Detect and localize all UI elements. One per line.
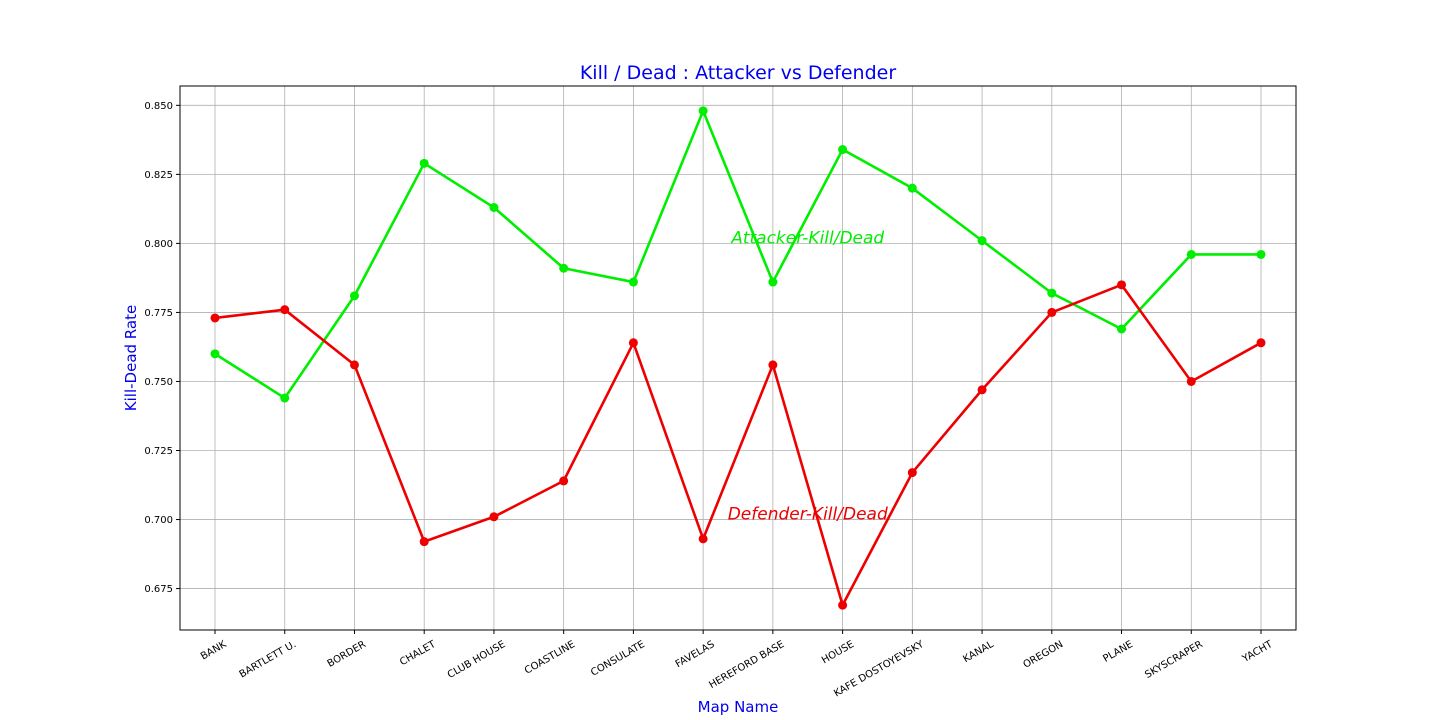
x-tick-label: HEREFORD BASE [707,639,786,691]
series-line [214,109,1261,400]
data-point [698,534,708,544]
data-point [628,338,638,348]
data-point [489,512,499,522]
x-tick-label: CHALET [398,639,438,669]
x-tick-label: HOUSE [820,639,856,666]
y-tick-label: 0.700 [144,515,173,526]
x-tick-label: SKYSCRAPER [1143,639,1205,681]
data-point [489,203,499,213]
x-tick-label: COASTLINE [523,639,577,677]
data-point [210,313,220,323]
data-point [349,360,359,370]
y-tick-label: 0.725 [144,446,173,457]
data-point [559,263,569,273]
data-point [419,537,429,547]
x-axis: BANK BARTLETT U. BORDER CHALET CLUB HOUSE COA… [199,630,1275,699]
x-tick-label: KANAL [961,639,996,665]
x-tick-label: CLUB HOUSE [446,639,508,681]
x-tick-label: FAVELAS [674,639,717,670]
y-tick-label: 0.825 [144,170,173,181]
data-point [419,158,429,168]
y-axis: 0.675 0.700 0.725 0.750 0.775 0.800 0.825 0.850 [144,101,180,595]
data-point [698,106,708,116]
grid [180,86,1296,630]
series-1 [210,280,1266,610]
data-point [1047,288,1057,298]
plot-area [179,85,1297,631]
data-point [907,468,917,478]
data-point [280,393,290,403]
data-point [628,277,638,287]
x-tick-label: BARTLETT U. [238,639,299,680]
annotations: Attacker-Kill/Dead Defender-Kill/Dead [728,228,888,524]
x-tick-label: OREGON [1021,639,1065,671]
x-tick-label: YACHT [1240,639,1275,666]
series-layer [210,106,1266,610]
data-point [838,145,848,155]
data-point [210,349,220,359]
annotation-label: Attacker-Kill/Dead [730,228,884,248]
data-point [838,600,848,610]
x-tick-label: PLANE [1101,639,1135,665]
y-axis-label: Kill-Dead Rate [122,305,140,411]
series-line [214,283,1262,607]
data-point [907,183,917,193]
x-axis-label: Map Name [698,698,779,716]
data-point [977,236,987,246]
y-tick-label: 0.775 [144,308,173,319]
data-point [1117,280,1127,290]
y-tick-label: 0.675 [144,584,173,595]
data-point [1186,376,1196,386]
y-tick-label: 0.750 [144,377,173,388]
data-point [1256,249,1266,259]
series-0 [210,106,1266,403]
data-point [559,476,569,486]
data-point [1047,307,1057,317]
y-tick-label: 0.800 [144,239,173,250]
data-point [1186,249,1196,259]
data-point [1256,338,1266,348]
chart-title: Kill / Dead : Attacker vs Defender [580,62,896,84]
y-tick-label: 0.850 [144,101,173,112]
data-point [768,277,778,287]
x-tick-label: CONSULATE [589,639,647,679]
data-point [768,360,778,370]
annotation-label: Defender-Kill/Dead [728,505,888,525]
data-point [280,305,290,315]
data-point [1117,324,1127,334]
data-point [977,385,987,395]
x-tick-label: BORDER [326,639,368,670]
data-point [349,291,359,301]
x-tick-label: BANK [199,639,229,663]
